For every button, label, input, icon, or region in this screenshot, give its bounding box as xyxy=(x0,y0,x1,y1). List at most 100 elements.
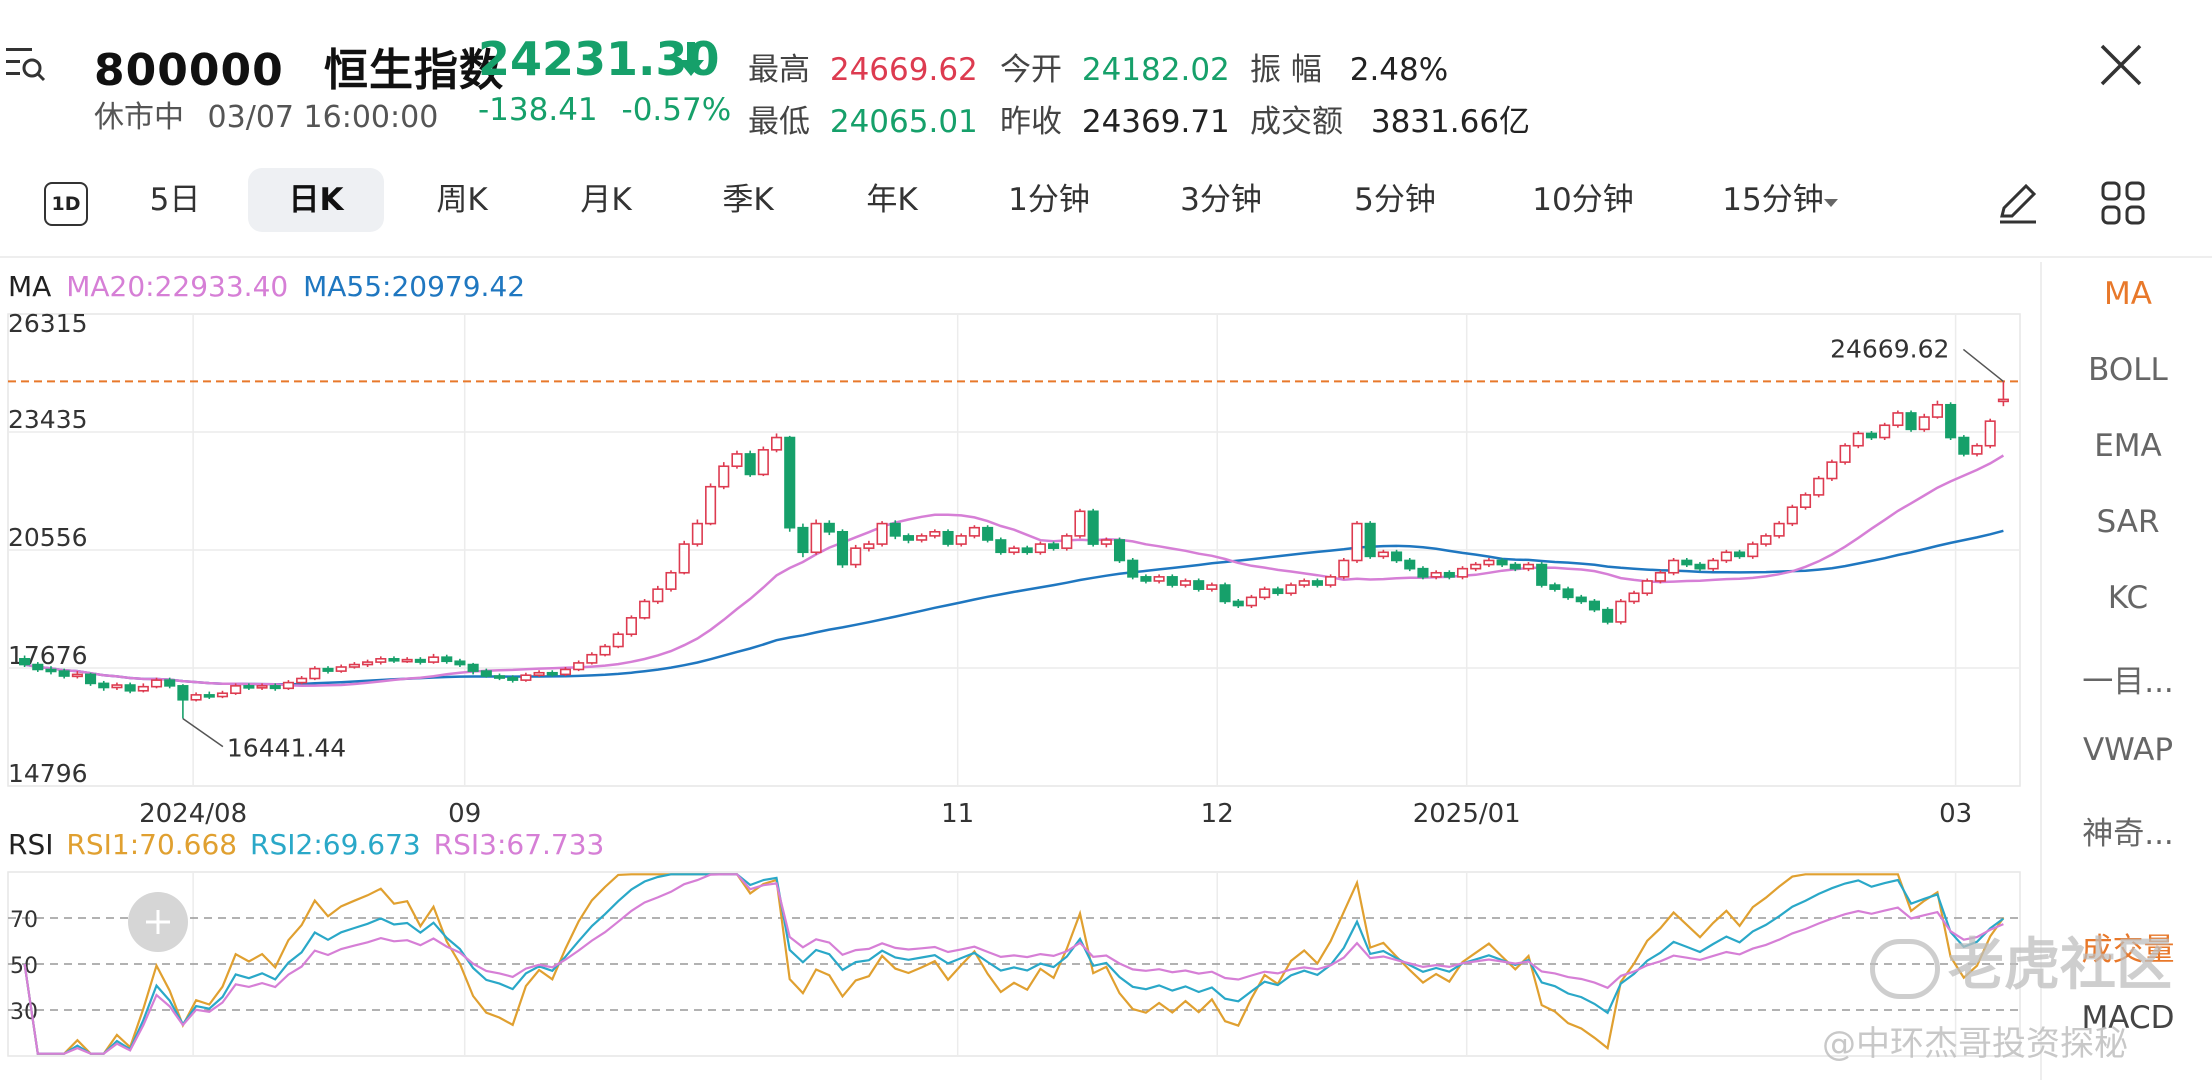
indicator-ma[interactable]: MA xyxy=(2104,276,2152,312)
indicator-kc[interactable]: KC xyxy=(2107,580,2149,616)
date-axis-label: 2025/01 xyxy=(1413,799,1521,829)
low-value: 24065.01 xyxy=(829,104,978,140)
tab-1min[interactable]: 1分钟 xyxy=(1008,182,1090,218)
candle-body xyxy=(1615,600,1627,623)
menu-search-icon[interactable] xyxy=(4,44,50,84)
tab-5day[interactable]: 5日 xyxy=(149,182,201,218)
tab-15min[interactable]: 15分钟 xyxy=(1722,182,1824,218)
candle-body xyxy=(1338,559,1350,578)
indicator-volume[interactable]: 成交量 xyxy=(2081,932,2175,968)
tab-daily-k[interactable]: 日K xyxy=(248,168,384,232)
max-annotation-label: 24669.62 xyxy=(1830,334,1949,363)
indicator-ema[interactable]: EMA xyxy=(2094,428,2162,464)
tab-3min[interactable]: 3分钟 xyxy=(1180,182,1262,218)
price-axis-label: 14796 xyxy=(8,759,88,788)
close-icon[interactable] xyxy=(2098,42,2144,88)
date-axis-label: 03 xyxy=(1939,799,1972,829)
candle-body xyxy=(467,663,479,672)
candle-body xyxy=(1048,543,1060,549)
stock-code: 800000 xyxy=(94,45,284,96)
add-indicator-button[interactable] xyxy=(128,892,188,952)
indicator-vwap[interactable]: VWAP xyxy=(2082,732,2174,768)
candle-body xyxy=(1971,444,1983,455)
candle-body xyxy=(216,692,229,698)
candle-body xyxy=(1008,547,1020,554)
candle-body xyxy=(1945,403,1957,439)
kline-chart[interactable]: 26315 23435 20556 17676 14796 2024/08 09 11 12 20… xyxy=(0,310,2030,830)
candle-body xyxy=(124,684,136,692)
candle-body xyxy=(1852,432,1864,447)
ma-legend[interactable]: MA MA20:22933.40 MA55:20979.42 xyxy=(8,270,525,303)
candle-body xyxy=(1087,510,1099,545)
candle-body xyxy=(1193,580,1205,590)
period-tab-bar: 1D 5日 日K 周K 月K 季K 年K 1分钟 3分钟 5分钟 10分钟 15… xyxy=(0,168,2212,246)
rsi3-value: RSI3:67.733 xyxy=(433,828,605,861)
candle-body xyxy=(1905,412,1917,431)
tab-10min[interactable]: 10分钟 xyxy=(1532,182,1634,218)
candle-body xyxy=(1734,551,1746,558)
rsi-title: RSI xyxy=(8,828,54,861)
candle-body xyxy=(1232,600,1244,607)
indicator-sar[interactable]: SAR xyxy=(2096,504,2160,540)
rsi2-value: RSI2:69.673 xyxy=(250,828,421,861)
amplitude-stat: 振 幅 2.48% xyxy=(1250,44,1448,89)
tab-quarterly-k[interactable]: 季K xyxy=(722,182,774,218)
candle-body xyxy=(1892,412,1904,427)
candle-body xyxy=(362,661,374,666)
ma20-line xyxy=(24,454,2005,687)
low-label: 最低 xyxy=(748,104,810,140)
pencil-icon[interactable] xyxy=(1992,178,2042,232)
candle-body xyxy=(71,673,83,678)
indicator-magic[interactable]: 神奇... xyxy=(2082,816,2174,852)
candle-body xyxy=(388,658,400,662)
prev-close-stat: 昨收 24369.71 xyxy=(1000,96,1230,141)
date-axis-label: 2024/08 xyxy=(139,799,247,829)
change-value: -138.41 xyxy=(478,92,598,128)
indicator-macd[interactable]: MACD xyxy=(2081,1000,2175,1036)
candle-body xyxy=(1219,584,1231,603)
candle-body xyxy=(1456,567,1469,578)
candle-body xyxy=(1536,563,1548,586)
tab-yearly-k[interactable]: 年K xyxy=(866,182,918,218)
candle-body xyxy=(1826,461,1838,480)
candle-body xyxy=(1021,547,1033,554)
candle-body xyxy=(401,658,413,663)
candle-body xyxy=(493,675,506,679)
candle-body xyxy=(1509,563,1521,570)
date-axis-label: 12 xyxy=(1201,799,1234,829)
candle-body xyxy=(1061,535,1073,549)
grid-menu-icon[interactable] xyxy=(2100,180,2146,230)
high-value: 24669.62 xyxy=(829,52,978,88)
candle-body xyxy=(1997,398,2009,403)
candle-body xyxy=(1206,584,1218,590)
candle-body xyxy=(1127,559,1139,578)
candle-body xyxy=(982,526,994,541)
candle-body xyxy=(1707,559,1719,570)
candle-body xyxy=(203,694,215,698)
indicator-boll[interactable]: BOLL xyxy=(2088,352,2168,388)
tab-weekly-k[interactable]: 周K xyxy=(436,182,488,218)
max-annotation-line xyxy=(1962,348,2004,383)
rsi1-line xyxy=(23,873,2005,1055)
chevron-down-icon[interactable] xyxy=(1822,194,1840,213)
candle-body xyxy=(1562,588,1574,599)
candle-body xyxy=(19,658,31,666)
period-1d-icon[interactable]: 1D xyxy=(44,182,88,226)
candle-body xyxy=(1364,522,1376,558)
tab-monthly-k[interactable]: 月K xyxy=(580,182,632,218)
rsi-legend[interactable]: RSI RSI1:70.668 RSI2:69.673 RSI3:67.733 xyxy=(8,828,604,861)
candle-body xyxy=(1179,580,1192,586)
candle-body xyxy=(256,685,268,689)
prev-close-value: 24369.71 xyxy=(1081,104,1230,140)
rsi-axis-label: 70 xyxy=(10,908,38,933)
current-price: 24231.30 xyxy=(478,32,720,86)
indicator-ichimoku[interactable]: 一目... xyxy=(2082,664,2174,700)
tab-5min[interactable]: 5分钟 xyxy=(1354,182,1436,218)
trading-status: 休市中 xyxy=(94,100,184,135)
candle-body xyxy=(309,667,321,680)
open-value: 24182.02 xyxy=(1081,52,1230,88)
candle-body xyxy=(1879,424,1891,439)
candle-body xyxy=(718,465,730,488)
candle-body xyxy=(1747,543,1759,558)
